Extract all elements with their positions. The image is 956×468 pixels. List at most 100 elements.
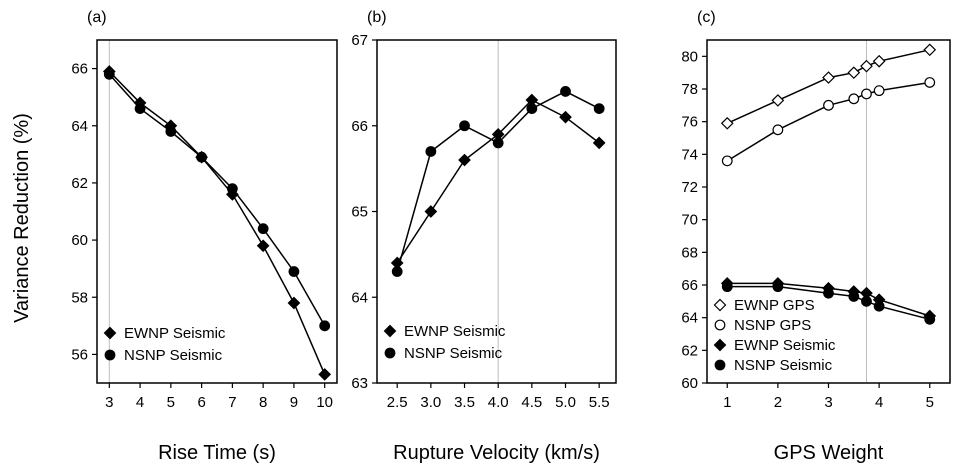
y-tick-label: 56 [71,346,88,363]
y-tick-label: 65 [351,204,368,221]
data-point [873,300,885,312]
x-tick-label: 3.0 [420,394,441,411]
x-tick-label: 10 [316,394,333,411]
data-point [424,205,438,218]
data-point [256,239,270,253]
data-point [720,116,734,130]
x-axis-label: Rupture Velocity (km/s) [393,442,600,464]
x-tick-label: 5 [926,394,934,411]
x-tick-label: 1 [723,394,731,411]
series-line [726,49,930,124]
data-point [492,137,504,149]
data-point [196,151,208,163]
legend-entry: NSNP GPS [734,317,811,334]
data-point [319,320,331,332]
legend-entry: NSNP Seismic [404,345,503,362]
panel-label: (c) [697,9,716,26]
x-tick-label: 7 [228,394,236,411]
data-point [103,68,115,80]
data-point [257,223,269,235]
data-point [592,136,606,150]
y-tick-label: 58 [71,289,88,306]
y-tick-label: 67 [351,32,368,49]
y-tick-label: 60 [681,375,698,392]
data-point [848,93,860,105]
data-point [823,287,834,299]
x-axis-label: Rise Time (s) [158,442,276,464]
y-tick-label: 66 [351,118,368,135]
y-tick-label: 66 [71,61,88,78]
data-point [848,291,860,302]
data-point [923,43,937,57]
x-tick-label: 3 [105,394,113,411]
y-tick-label: 64 [351,289,368,306]
legend-marker [713,298,727,312]
data-point [823,99,834,111]
x-tick-label: 4 [875,394,883,411]
data-point [924,77,936,88]
legend-entry: EWNP Seismic [404,323,506,340]
x-tick-label: 8 [259,394,267,411]
panel-label: (a) [87,9,107,26]
panel-label: (b) [367,9,387,26]
x-tick-label: 2 [774,394,782,411]
x-tick-label: 5 [167,394,175,411]
x-tick-label: 6 [197,394,205,411]
legend-marker [713,338,727,352]
data-point [847,66,861,80]
data-point [288,266,300,277]
x-axis-label: GPS Weight [774,442,884,464]
data-point [721,155,733,167]
y-tick-label: 76 [681,114,698,131]
legend-marker [383,324,397,338]
data-point [391,266,403,277]
legend-entry: NSNP Seismic [734,357,833,374]
x-tick-label: 4 [136,394,144,411]
data-point [559,110,572,124]
data-point [772,281,784,293]
data-point [822,71,835,84]
series-line [726,81,930,162]
data-point [458,153,471,167]
data-point [860,59,873,73]
y-tick-label: 62 [681,342,698,359]
x-tick-label: 5.0 [555,394,576,411]
x-tick-label: 9 [290,394,298,411]
legend-marker [714,359,726,371]
legend-marker [384,347,396,359]
legend-marker [714,319,726,331]
y-tick-label: 68 [681,244,698,261]
y-tick-label: 62 [71,175,88,192]
data-point [287,296,301,310]
data-point [226,183,238,195]
y-tick-label: 70 [681,212,698,229]
data-point [861,295,872,307]
data-point [873,85,885,97]
legend-entry: EWNP Seismic [124,325,226,342]
data-point [526,103,538,114]
x-tick-label: 2.5 [387,394,408,411]
x-tick-label: 5.5 [589,394,610,411]
data-point [721,281,733,293]
y-tick-label: 64 [71,118,88,135]
chart-panel-2: (b) 2.5 3.0 3.5 4.0 4.5 5.0 5.5 63 64 65 66 67 Ruptur… [351,9,617,464]
y-tick-label: 74 [681,146,698,163]
y-tick-label: 80 [681,48,698,65]
y-tick-label: 64 [681,310,698,327]
chart-panel-3: (c) 1 2 3 4 5 60 62 64 66 68 70 72 74 76 78 80 GPS Weight… [681,9,951,464]
data-point [593,103,605,114]
y-tick-label: 63 [351,375,368,392]
data-point [165,126,177,137]
data-point [772,124,784,136]
data-point [872,54,886,68]
data-point [861,88,872,100]
data-point [425,146,437,157]
x-tick-label: 3.5 [454,394,475,411]
legend-marker [103,326,117,340]
x-tick-label: 4.0 [488,394,509,411]
series-line [108,70,326,375]
data-point [459,120,470,132]
y-tick-label: 72 [681,179,698,196]
